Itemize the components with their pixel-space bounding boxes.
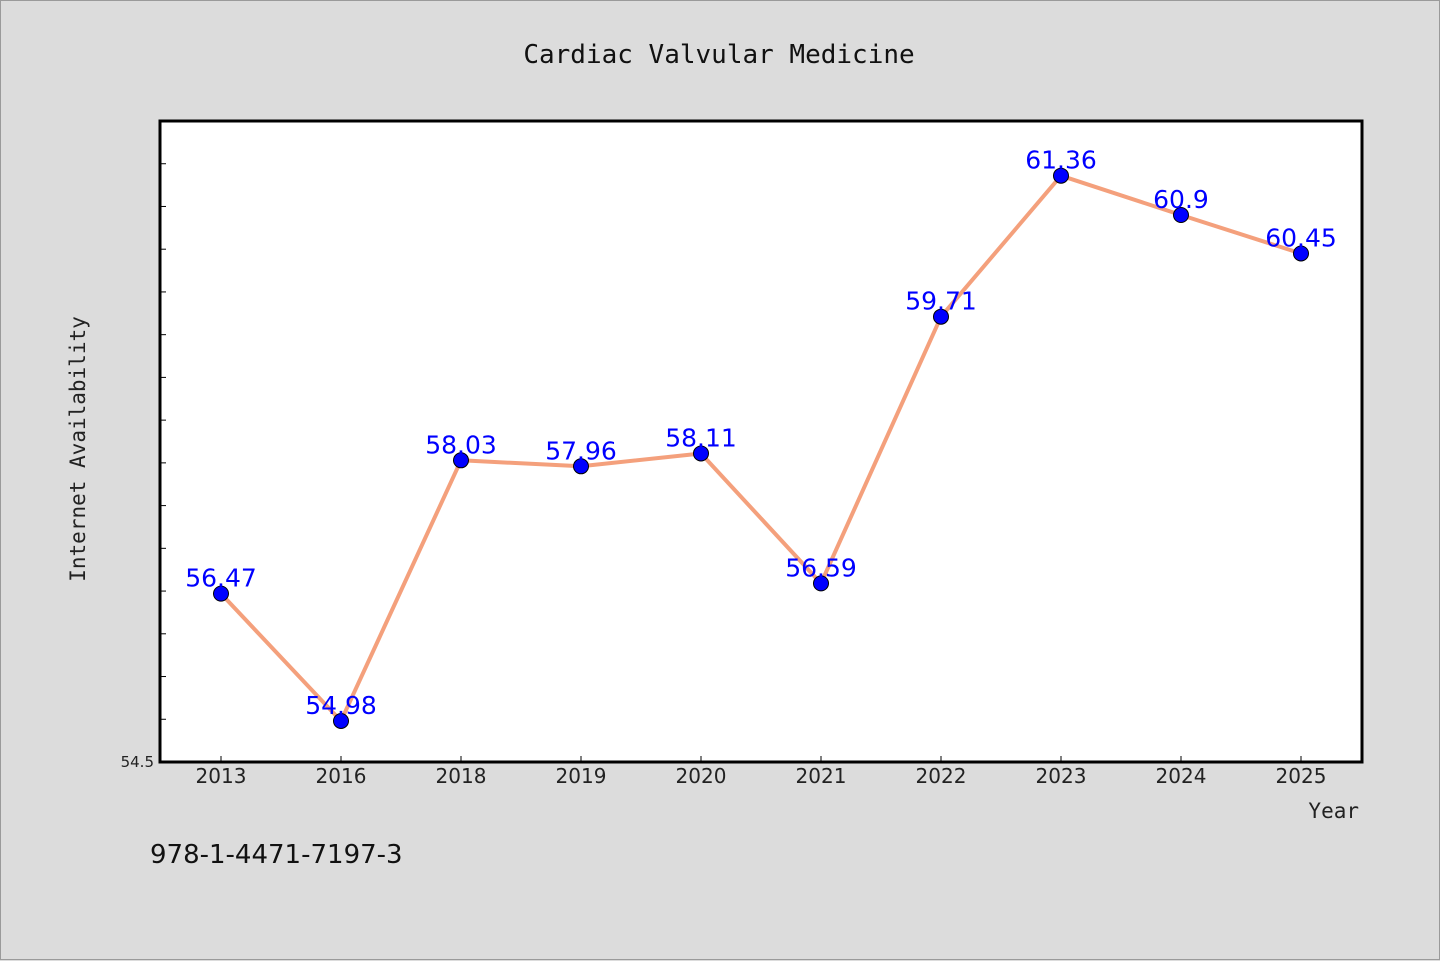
x-axis-ticks: 2013 2016 2018 2019 2020 2021 2022 2023 2024 2025 <box>196 756 1327 788</box>
data-points <box>213 167 1309 729</box>
y-axis-ticks: 54.5 <box>121 163 166 771</box>
data-label: 54.98 <box>305 691 377 720</box>
data-point <box>1293 245 1309 262</box>
data-point <box>933 308 949 325</box>
data-label: 58.03 <box>425 430 497 459</box>
data-point <box>693 445 709 462</box>
data-point <box>213 585 229 602</box>
data-label: 60.45 <box>1265 223 1337 252</box>
data-labels: 56.47 54.98 58.03 57.96 58.11 56.59 59.71 61.36… <box>185 146 1337 720</box>
x-tick-label: 2021 <box>796 764 847 788</box>
data-point <box>453 452 469 469</box>
chart-title: Cardiac Valvular Medicine <box>523 40 914 70</box>
x-tick-label: 2023 <box>1036 764 1087 788</box>
x-tick-label: 2020 <box>676 764 727 788</box>
x-tick-label: 2022 <box>916 764 967 788</box>
x-tick-label: 2025 <box>1276 764 1327 788</box>
data-label: 56.47 <box>185 564 257 593</box>
data-label: 58.11 <box>665 423 737 452</box>
x-tick-label: 2018 <box>436 764 487 788</box>
y-tick-label: 54.5 <box>121 753 154 771</box>
series-line-group <box>219 173 1302 723</box>
data-point <box>1053 167 1069 184</box>
series-line <box>219 173 1302 723</box>
plot-area <box>158 119 1364 764</box>
data-label: 61.36 <box>1025 146 1097 175</box>
data-label: 57.96 <box>545 436 617 465</box>
data-label: 60.9 <box>1153 185 1209 214</box>
data-point <box>573 458 589 475</box>
x-tick-label: 2013 <box>196 764 247 788</box>
data-point <box>813 575 829 592</box>
data-label: 56.59 <box>785 553 857 582</box>
x-axis-label: Year <box>1308 799 1359 823</box>
data-point <box>1173 207 1189 224</box>
x-tick-label: 2024 <box>1156 764 1207 788</box>
data-point <box>333 712 349 729</box>
data-label: 59.71 <box>905 287 977 316</box>
y-axis-label: Internet Availability <box>66 316 90 582</box>
isbn-footnote: 978-1-4471-7197-3 <box>150 840 403 870</box>
x-tick-label: 2019 <box>556 764 607 788</box>
x-tick-label: 2016 <box>316 764 367 788</box>
